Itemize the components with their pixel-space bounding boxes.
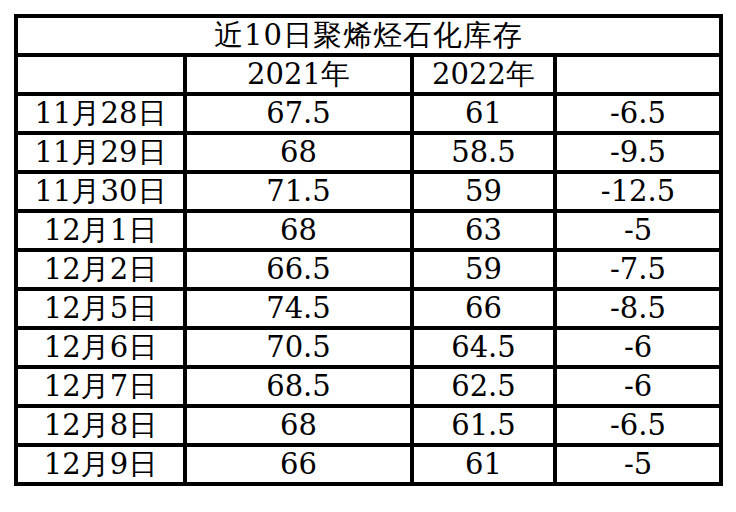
table-row: 11月28日 67.5 61 -6.5 (16, 94, 721, 133)
col-header-2021: 2021年 (185, 55, 412, 94)
spreadsheet-canvas: 近10日聚烯烃石化库存 2021年 2022年 11月28日 67.5 61 -… (0, 0, 736, 512)
diff-cell: -6.5 (555, 406, 721, 445)
title-row: 近10日聚烯烃石化库存 (16, 16, 721, 55)
table-row: 12月8日 68 61.5 -6.5 (16, 406, 721, 445)
value-2021-cell: 70.5 (185, 328, 412, 367)
value-2021-cell: 68 (185, 133, 412, 172)
value-2021-cell: 74.5 (185, 289, 412, 328)
value-2022-cell: 64.5 (412, 328, 555, 367)
value-2022-cell: 66 (412, 289, 555, 328)
value-2021-cell: 68.5 (185, 367, 412, 406)
value-2021-cell: 67.5 (185, 94, 412, 133)
table-row: 12月6日 70.5 64.5 -6 (16, 328, 721, 367)
table-row: 12月2日 66.5 59 -7.5 (16, 250, 721, 289)
value-2022-cell: 61 (412, 94, 555, 133)
diff-cell: -8.5 (555, 289, 721, 328)
date-cell: 12月5日 (16, 289, 185, 328)
value-2022-cell: 61.5 (412, 406, 555, 445)
date-cell: 11月30日 (16, 172, 185, 211)
value-2022-cell: 59 (412, 172, 555, 211)
table-row: 12月5日 74.5 66 -8.5 (16, 289, 721, 328)
diff-cell: -12.5 (555, 172, 721, 211)
diff-cell: -5 (555, 445, 721, 484)
table-row: 12月1日 68 63 -5 (16, 211, 721, 250)
value-2021-cell: 71.5 (185, 172, 412, 211)
table-row: 11月30日 71.5 59 -12.5 (16, 172, 721, 211)
date-cell: 11月29日 (16, 133, 185, 172)
col-header-2022: 2022年 (412, 55, 555, 94)
diff-cell: -9.5 (555, 133, 721, 172)
value-2022-cell: 62.5 (412, 367, 555, 406)
value-2021-cell: 68 (185, 406, 412, 445)
value-2022-cell: 58.5 (412, 133, 555, 172)
diff-cell: -6 (555, 328, 721, 367)
diff-cell: -7.5 (555, 250, 721, 289)
col-header-diff (555, 55, 721, 94)
diff-cell: -5 (555, 211, 721, 250)
date-cell: 11月28日 (16, 94, 185, 133)
inventory-table: 近10日聚烯烃石化库存 2021年 2022年 11月28日 67.5 61 -… (14, 14, 723, 486)
table-row: 12月9日 66 61 -5 (16, 445, 721, 484)
value-2022-cell: 61 (412, 445, 555, 484)
value-2022-cell: 63 (412, 211, 555, 250)
value-2021-cell: 66 (185, 445, 412, 484)
table-title: 近10日聚烯烃石化库存 (16, 16, 721, 55)
date-cell: 12月8日 (16, 406, 185, 445)
value-2022-cell: 59 (412, 250, 555, 289)
diff-cell: -6 (555, 367, 721, 406)
table-row: 11月29日 68 58.5 -9.5 (16, 133, 721, 172)
value-2021-cell: 68 (185, 211, 412, 250)
date-cell: 12月6日 (16, 328, 185, 367)
date-cell: 12月9日 (16, 445, 185, 484)
diff-cell: -6.5 (555, 94, 721, 133)
date-cell: 12月7日 (16, 367, 185, 406)
col-header-date (16, 55, 185, 94)
header-row: 2021年 2022年 (16, 55, 721, 94)
date-cell: 12月1日 (16, 211, 185, 250)
date-cell: 12月2日 (16, 250, 185, 289)
table-row: 12月7日 68.5 62.5 -6 (16, 367, 721, 406)
value-2021-cell: 66.5 (185, 250, 412, 289)
